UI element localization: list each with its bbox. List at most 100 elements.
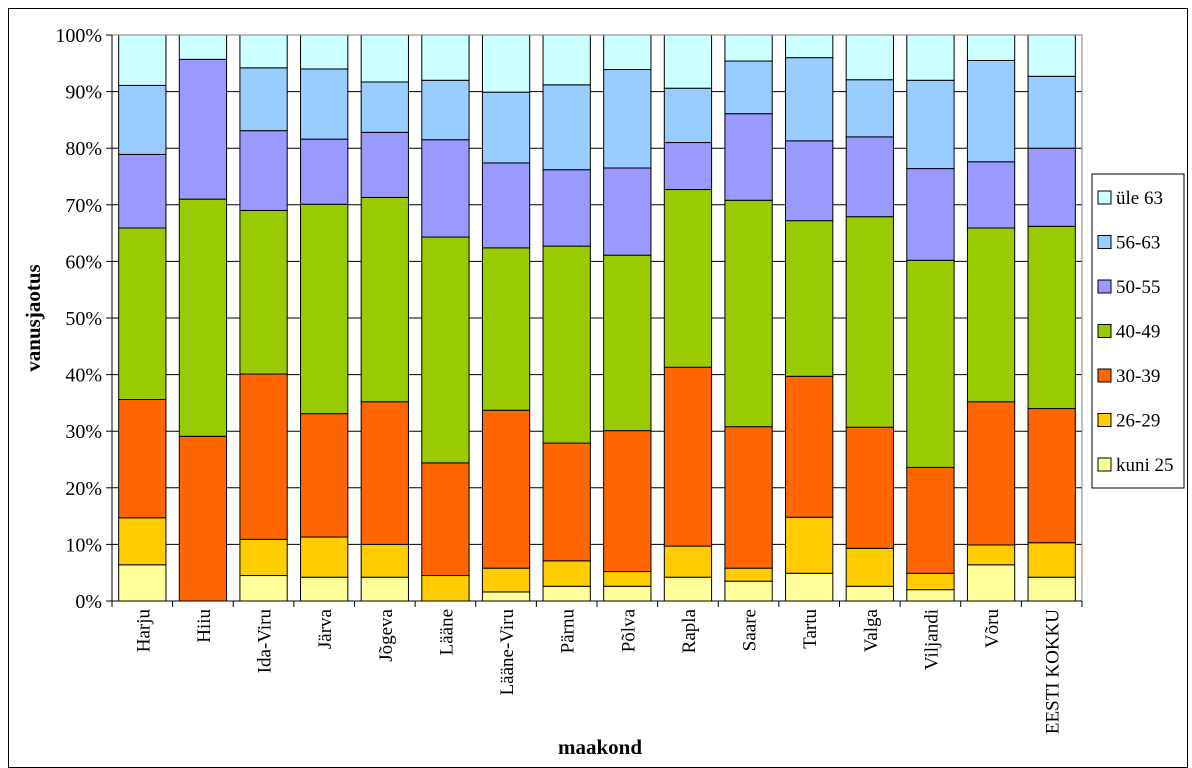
bar-segment-Lääne-Viru-30-39	[481, 409, 531, 569]
bar-segment-Järva-56-63	[300, 68, 349, 140]
bar-segment-Harju-40-49	[118, 227, 167, 401]
bar-segment-Jõgeva-26-29	[360, 543, 409, 578]
bar-segment-Rapla-26-29	[663, 545, 713, 578]
bar-segment-Tartu-26-29	[785, 516, 834, 574]
x-tick-label: Rapla	[679, 608, 700, 653]
bar-segment-Saare-kuni 25	[724, 580, 773, 602]
bar-segment-Põlva-üle 63	[603, 34, 652, 71]
x-axis-title: maakond	[558, 735, 642, 759]
bar-segment-Valga-56-63	[845, 79, 894, 138]
bar-segment-Lääne-Viru-40-49	[481, 247, 531, 411]
legend-label: 56-63	[1116, 233, 1160, 254]
x-tick-label: Järva	[315, 608, 336, 649]
bar-segment-Tartu-kuni 25	[785, 572, 834, 602]
bar-segment-Lääne-Viru-56-63	[481, 91, 531, 164]
y-tick-label: 0%	[75, 591, 102, 613]
bar-segment-Ida-Viru-50-55	[239, 130, 288, 211]
bar-segment-Jõgeva-50-55	[360, 131, 409, 198]
bar-segment-Saare-26-29	[724, 567, 773, 582]
bar-segment-Saare-56-63	[724, 60, 773, 115]
x-tick-label: Põlva	[618, 608, 639, 652]
bar-segment-Jõgeva-üle 63	[360, 34, 409, 83]
bar-segment-Pärnu-26-29	[542, 560, 591, 587]
bar-segment-Võru-56-63	[966, 59, 1016, 163]
bar-segment-Harju-56-63	[118, 84, 167, 155]
bar-segment-Rapla-50-55	[663, 142, 713, 191]
x-tick-label: Ida-Viru	[255, 609, 276, 674]
bar-segment-Järva-üle 63	[300, 34, 349, 70]
bar-segment-Valga-üle 63	[845, 34, 894, 81]
bar-segment-Rapla-kuni 25	[663, 576, 713, 602]
x-tick-label: EESTI KOKKU	[1043, 609, 1064, 734]
bar-segment-Viljandi-56-63	[906, 79, 955, 170]
bar-segment-Viljandi-üle 63	[906, 34, 955, 81]
legend-label: 26-29	[1116, 411, 1160, 432]
bar-segment-Võru-30-39	[966, 401, 1016, 546]
bar-segment-Tartu-50-55	[785, 140, 834, 222]
x-tick-label: Hiiu	[194, 609, 215, 643]
y-tick-label: 20%	[65, 478, 102, 500]
legend-label: kuni 25	[1116, 455, 1174, 476]
bar-segment-Jõgeva-56-63	[360, 81, 409, 133]
bar-segment-Saare-30-39	[724, 426, 773, 569]
y-tick-label: 50%	[65, 308, 102, 330]
x-tick-label: Võru	[982, 609, 1003, 649]
y-tick-label: 60%	[65, 251, 102, 273]
y-tick-label: 40%	[65, 365, 102, 387]
legend-swatch	[1097, 368, 1112, 383]
x-tick-label: Viljandi	[921, 609, 942, 670]
bar-segment-Saare-40-49	[724, 199, 773, 428]
bar-segment-Tartu-56-63	[785, 57, 834, 142]
bar-segment-Rapla-üle 63	[663, 34, 713, 89]
legend-label: üle 63	[1116, 188, 1163, 209]
bar-segment-Harju-kuni 25	[118, 564, 167, 602]
x-tick-labels: Harju Hiiu Ida-Viru Järva Jõgeva Lääne Lääne-V…	[111, 601, 1083, 734]
y-tick-label: 90%	[65, 82, 102, 104]
bar-segment-EESTI KOKKU-40-49	[1027, 225, 1076, 410]
bar-segment-Võru-40-49	[966, 227, 1016, 403]
bar-segment-Ida-Viru-kuni 25	[239, 575, 288, 602]
bar-segment-Lääne-40-49	[421, 236, 470, 464]
bar-segment-EESTI KOKKU-26-29	[1027, 542, 1076, 578]
bar-segment-Harju-26-29	[118, 517, 167, 566]
legend-swatch	[1097, 457, 1112, 472]
bar-segment-Pärnu-kuni 25	[542, 585, 591, 602]
bar-segment-Viljandi-40-49	[906, 259, 955, 468]
bar-segment-Jõgeva-40-49	[360, 196, 409, 403]
bar-segment-Valga-40-49	[845, 216, 894, 428]
bar-segment-Tartu-40-49	[785, 220, 834, 377]
legend: üle 63 56-63 50-55 40-49 30-39 26-29 kuni 25	[1091, 173, 1185, 489]
bar-segment-Valga-kuni 25	[845, 585, 894, 602]
bar-segment-Harju-üle 63	[118, 34, 167, 86]
bar-segment-Hiiu-50-55	[178, 58, 228, 200]
y-tick-labels: 0% 10% 20% 30% 40% 50% 60% 70% 80% 90% 100%	[55, 25, 102, 613]
bar-segment-Põlva-50-55	[603, 167, 652, 256]
bar-segment-Tartu-30-39	[785, 375, 834, 518]
bar-segment-Rapla-56-63	[663, 87, 713, 144]
bar-segment-Lääne-Viru-26-29	[481, 567, 531, 593]
bar-segment-Ida-Viru-26-29	[239, 538, 288, 577]
bar-segment-Järva-40-49	[300, 203, 349, 415]
bar-segment-Hiiu-üle 63	[178, 34, 228, 60]
x-tick-label: Tartu	[800, 609, 821, 649]
bar-segment-Järva-30-39	[300, 413, 349, 538]
legend-swatch	[1097, 279, 1112, 294]
bar-segment-Lääne-Viru-kuni 25	[481, 591, 531, 602]
y-axis-title: vanusjaotus	[21, 264, 45, 371]
y-tick-label: 70%	[65, 195, 102, 217]
bar-segment-Põlva-56-63	[603, 69, 652, 169]
bar-segment-Järva-50-55	[300, 138, 349, 205]
legend-swatch	[1097, 235, 1112, 249]
bar-segment-Põlva-26-29	[603, 571, 652, 587]
bar-segment-Pärnu-üle 63	[542, 34, 591, 86]
bar-segment-Jõgeva-30-39	[360, 401, 409, 545]
bar-segment-Jõgeva-kuni 25	[360, 576, 409, 602]
bar-segment-Viljandi-50-55	[906, 168, 955, 261]
bar-segment-Rapla-40-49	[663, 189, 713, 368]
bar-segment-Pärnu-50-55	[542, 169, 591, 247]
bar-segment-Harju-50-55	[118, 153, 167, 229]
y-tick-label: 10%	[65, 534, 102, 556]
legend-label: 50-55	[1116, 277, 1160, 298]
bar-segment-Saare-üle 63	[724, 34, 773, 62]
